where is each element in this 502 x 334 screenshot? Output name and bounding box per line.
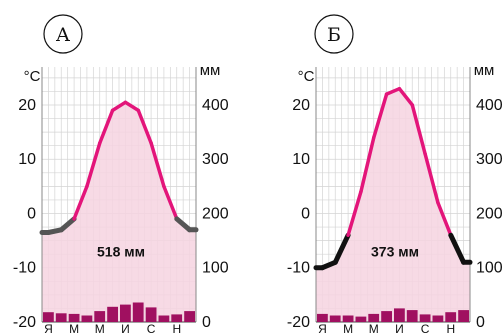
precipitation-bar — [458, 310, 469, 322]
temperature-tick-label: 0 — [301, 205, 310, 222]
month-label: М — [69, 322, 79, 334]
month-label: Я — [318, 322, 327, 334]
total-precipitation: 373 мм — [371, 243, 419, 259]
chart-label: А — [56, 24, 71, 46]
area-fill — [316, 89, 470, 322]
temperature-tick-label: 20 — [292, 97, 310, 114]
precipitation-bar — [330, 316, 341, 323]
precipitation-tick-label: 400 — [202, 97, 229, 114]
month-label: С — [147, 322, 156, 334]
month-label: С — [421, 322, 430, 334]
precipitation-tick-label: 300 — [476, 151, 502, 168]
chart-label: Б — [327, 24, 341, 46]
month-label: М — [95, 322, 105, 334]
precipitation-tick-label: 200 — [476, 205, 502, 222]
month-label: Я — [44, 322, 53, 334]
precipitation-unit: мм — [474, 62, 495, 79]
precipitation-tick-label: 100 — [202, 260, 229, 277]
precipitation-bar — [420, 314, 431, 322]
precipitation-bar — [317, 314, 328, 322]
precipitation-bar — [368, 314, 379, 322]
precipitation-bar — [120, 305, 131, 322]
total-precipitation: 518 мм — [97, 243, 145, 259]
precipitation-tick-label: 400 — [476, 97, 502, 114]
temperature-tick-label: -20 — [13, 314, 36, 331]
precipitation-unit: мм — [200, 62, 221, 79]
month-label: М — [343, 322, 353, 334]
precipitation-bar — [94, 311, 105, 322]
temperature-tick-label: -10 — [287, 260, 310, 277]
precipitation-bar — [146, 307, 157, 322]
precipitation-tick-label: 300 — [202, 151, 229, 168]
precipitation-bar — [82, 316, 93, 323]
precipitation-tick-label: 0 — [202, 314, 211, 331]
temperature-tick-label: 0 — [27, 205, 36, 222]
precipitation-bar — [394, 308, 405, 322]
precipitation-bar — [433, 316, 444, 323]
precipitation-tick-label: 0 — [476, 314, 485, 331]
precipitation-bar — [133, 303, 144, 323]
precipitation-bar — [43, 312, 54, 322]
month-label: И — [121, 322, 130, 334]
month-label: И — [395, 322, 404, 334]
precipitation-bar — [107, 307, 118, 322]
precipitation-bar — [171, 314, 182, 322]
precipitation-bar — [407, 310, 418, 322]
temperature-tick-label: 10 — [292, 151, 310, 168]
precipitation-bar — [356, 317, 367, 322]
temperature-tick-label: -10 — [13, 260, 36, 277]
precipitation-tick-label: 200 — [202, 205, 229, 222]
precipitation-bar — [56, 313, 67, 322]
precipitation-bar — [445, 312, 456, 322]
month-label: Н — [446, 322, 455, 334]
temperature-unit: °C — [298, 68, 315, 85]
temperature-tick-label: 10 — [18, 151, 36, 168]
precipitation-bar — [381, 311, 392, 322]
precipitation-tick-label: 100 — [476, 260, 502, 277]
temperature-unit: °C — [24, 68, 41, 85]
temperature-tick-label: 20 — [18, 97, 36, 114]
month-label: М — [369, 322, 379, 334]
precipitation-bar — [184, 311, 195, 322]
precipitation-bar — [69, 314, 80, 322]
precipitation-bar — [159, 316, 170, 323]
temperature-tick-label: -20 — [287, 314, 310, 331]
month-label: Н — [172, 322, 181, 334]
